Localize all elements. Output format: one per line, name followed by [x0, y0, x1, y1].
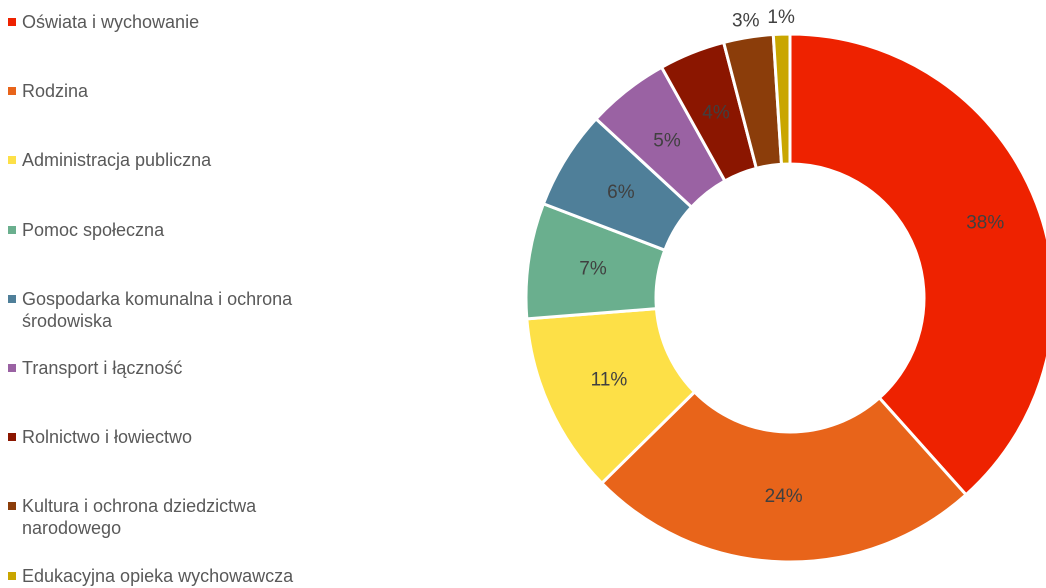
legend-item: Administracja publiczna [8, 149, 318, 171]
legend-marker [8, 294, 16, 303]
legend-item: Edukacyjna opieka wychowawcza [8, 565, 318, 587]
legend-item: Kultura i ochrona dziedzictwa narodowego [8, 495, 318, 539]
legend-item: Rolnictwo i łowiectwo [8, 426, 318, 448]
donut-slice [788, 32, 1046, 497]
legend-marker [8, 364, 16, 372]
legend-marker [8, 502, 16, 511]
legend-marker [8, 87, 16, 96]
legend-item: Rodzina [8, 80, 318, 102]
legend-marker [8, 18, 16, 26]
legend-item: Gospodarka komunalna i ochrona środowisk… [8, 288, 318, 332]
data-label: 38% [966, 212, 1004, 233]
legend-item: Pomoc społeczna [8, 219, 318, 241]
data-label: 1% [767, 7, 795, 28]
legend-marker [8, 433, 16, 442]
donut-slice [771, 32, 792, 166]
data-label: 24% [765, 486, 803, 507]
legend-marker [8, 571, 16, 580]
legend-marker [8, 156, 16, 165]
legend: Oświata i wychowanie Rodzina Administracja… [0, 0, 340, 588]
data-label: 4% [702, 102, 730, 123]
legend-item: Transport i łączność [8, 357, 318, 379]
legend-label: Gospodarka komunalna i ochrona środowisk… [22, 288, 293, 331]
donut-slice [599, 389, 969, 564]
legend-label: Oświata i wychowanie [22, 12, 200, 32]
data-label: 5% [653, 131, 681, 152]
legend-label: Transport i łączność [22, 358, 183, 378]
data-label: 7% [579, 259, 607, 280]
legend-marker [8, 225, 16, 234]
data-label: 6% [607, 182, 635, 203]
legend-label: Edukacyjna opieka wychowawcza [22, 565, 294, 586]
legend-label: Rolnictwo i łowiectwo [22, 427, 193, 448]
legend-label: Rodzina [22, 81, 89, 102]
data-label: 3% [732, 11, 760, 32]
legend-label: Pomoc społeczna [22, 219, 165, 240]
legend-item: Oświata i wychowanie [8, 11, 318, 33]
legend-label: Kultura i ochrona dziedzictwa narodowego [22, 496, 257, 539]
data-label: 11% [591, 370, 628, 391]
legend-label: Administracja publiczna [22, 150, 212, 171]
